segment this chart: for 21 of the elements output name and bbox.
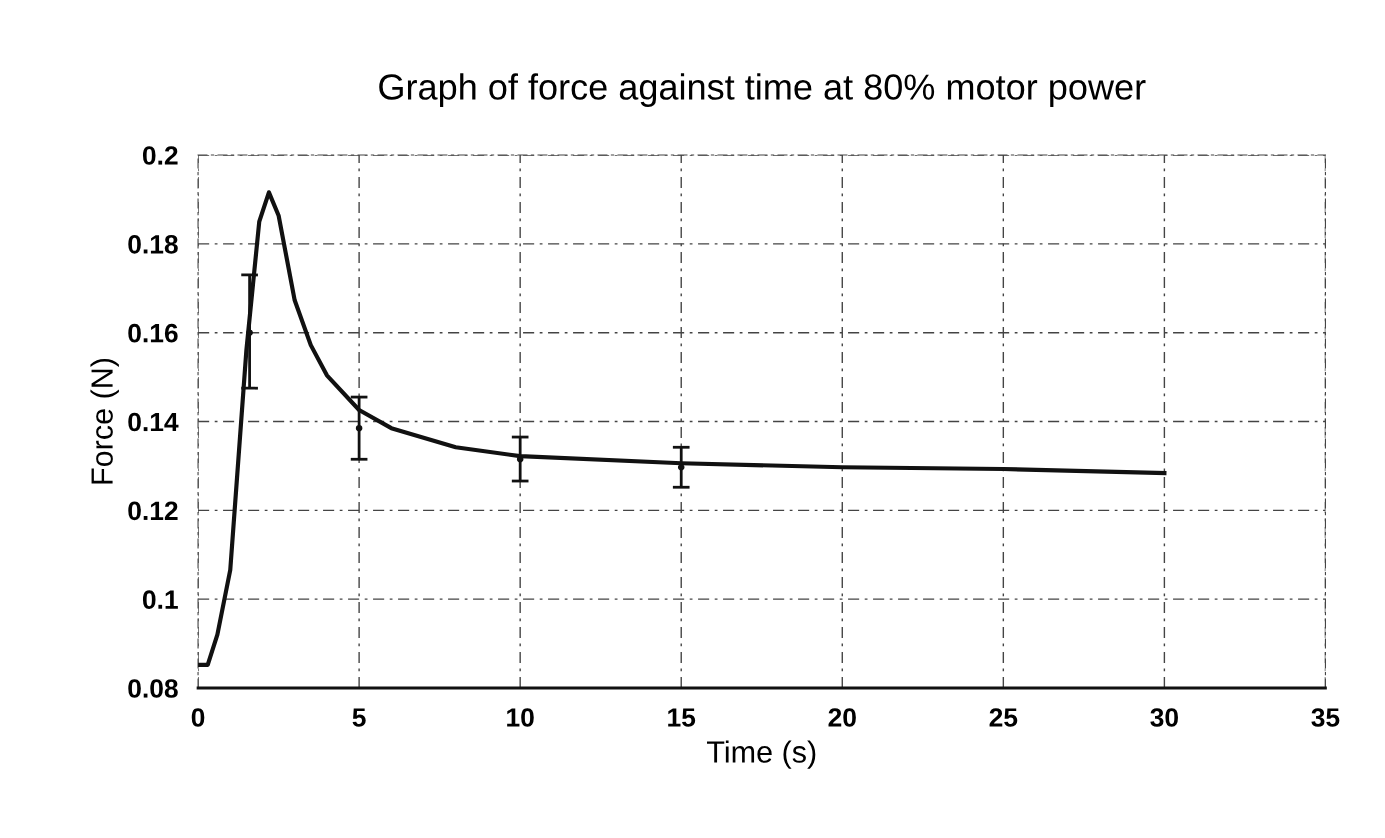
y-tick-label: 0.16 (128, 323, 178, 343)
y-tick-label: 0.2 (142, 146, 178, 165)
chart-title: Graph of force against time at 80% motor power (379, 73, 1146, 107)
x-tick-label: 0 (191, 708, 205, 727)
point (246, 329, 253, 336)
y-tick-label: 0.08 (128, 679, 178, 698)
x-tick-label: 10 (507, 708, 534, 727)
x-tick-label: 35 (1311, 708, 1340, 727)
x-tick-label: 25 (989, 708, 1018, 727)
y-tick-label: 0.12 (128, 501, 178, 521)
x-tick-label: 20 (828, 708, 856, 727)
y-axis-title: Force (N) (90, 358, 119, 484)
x-tick-label: 15 (668, 708, 696, 727)
x-tick-label: 30 (1150, 708, 1178, 727)
y-tick-label: 0.14 (128, 412, 179, 432)
x-axis-title: Time (s) (707, 740, 816, 769)
point (355, 424, 363, 432)
line-series (198, 190, 1167, 667)
y-tick-label: 0.18 (128, 234, 178, 254)
x-tick-label: 5 (352, 708, 366, 727)
y-tick-label: 0.1 (142, 590, 178, 609)
